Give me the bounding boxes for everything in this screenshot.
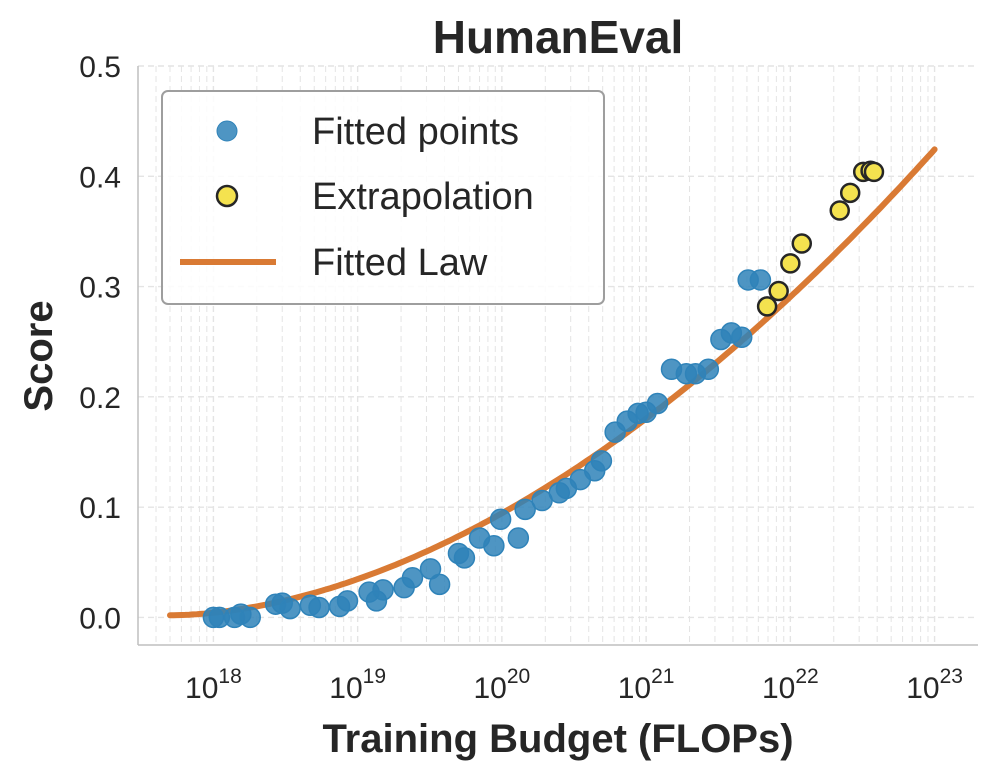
fitted-point <box>483 534 505 557</box>
fitted-point <box>428 573 451 596</box>
y-axis-label: Score <box>17 300 61 411</box>
legend-frame <box>161 90 605 305</box>
x-tick-label: 1019 <box>329 665 386 705</box>
y-tick-labels: 0.0 0.1 0.2 0.3 0.4 0.5 <box>79 51 121 635</box>
extrapolation-point <box>829 200 850 221</box>
legend-label-fitted-law: Fitted Law <box>312 242 488 284</box>
chart-title: HumanEval <box>433 11 684 63</box>
y-tick-label: 0.5 <box>79 51 121 84</box>
x-tick-label: 1022 <box>762 665 819 705</box>
fitted-point <box>401 566 424 589</box>
x-tick-label: 1020 <box>474 665 531 705</box>
x-tick-label: 1018 <box>185 665 242 705</box>
extrapolation-point <box>791 233 813 254</box>
extrapolation-point <box>756 296 778 317</box>
fitted-point <box>453 547 476 569</box>
fitted-point <box>372 579 394 601</box>
fitted-point <box>697 358 720 381</box>
legend: Fitted points Extrapolation Fitted Law <box>161 90 605 305</box>
extrapolation-point <box>839 182 861 204</box>
legend-marker-fitted-points <box>216 120 238 142</box>
axes <box>137 66 978 646</box>
y-tick-label: 0.1 <box>79 492 121 525</box>
legend-label-fitted-points: Fitted points <box>312 111 519 153</box>
fitted-point <box>239 606 261 629</box>
y-tick-label: 0.4 <box>79 161 121 194</box>
x-tick-label: 1021 <box>618 665 675 705</box>
fitted-point <box>590 450 613 472</box>
fitted-point <box>336 590 359 612</box>
x-tick-labels: 1018 1019 1020 1021 1022 1023 <box>185 665 963 705</box>
y-tick-label: 0.3 <box>79 272 121 305</box>
legend-label-extrapolation: Extrapolation <box>312 176 534 218</box>
extrapolation-point <box>780 253 801 274</box>
fitted-point <box>514 498 536 521</box>
x-tick-label: 1023 <box>906 665 963 705</box>
y-tick-label: 0.2 <box>79 382 121 415</box>
fitted-point <box>730 326 753 349</box>
fitted-point <box>279 597 301 620</box>
fitted-law-layer <box>167 146 938 619</box>
extrapolation-point <box>863 161 885 183</box>
points-layer <box>202 160 885 629</box>
fitted-point <box>749 269 772 291</box>
fitted-law-line <box>167 146 938 619</box>
extrapolation-point <box>768 280 789 302</box>
fitted-point <box>646 392 669 415</box>
y-tick-label: 0.0 <box>79 602 121 635</box>
x-axis-label: Training Budget (FLOPs) <box>322 717 793 761</box>
fitted-point <box>308 596 330 619</box>
fitted-point <box>489 508 512 531</box>
fitted-point <box>507 527 530 549</box>
legend-marker-extrapolation <box>215 184 239 208</box>
